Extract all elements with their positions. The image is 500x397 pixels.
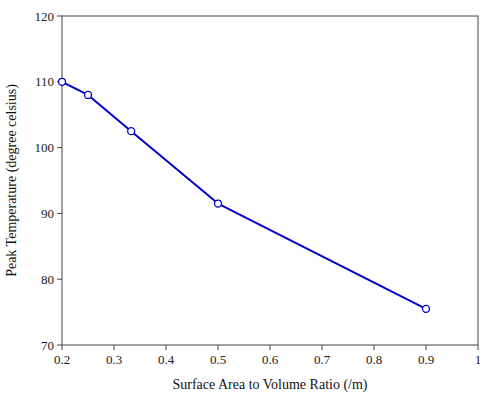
y-tick-label: 90 [41,206,54,221]
x-tick-label: 0.2 [54,352,70,367]
x-tick [426,345,427,350]
y-tick [57,345,62,346]
x-tick [218,345,219,350]
y-tick-label: 120 [35,9,55,24]
x-tick [114,345,115,350]
x-tick [478,345,479,350]
x-axis: 0.2 0.3 0.4 0.5 0.6 0.7 0.8 0.9 1 [54,345,481,367]
x-tick-label: 0.5 [210,352,226,367]
chart-container: 0.2 0.3 0.4 0.5 0.6 0.7 0.8 0.9 1 Surface Area to… [0,0,500,397]
line [62,82,426,309]
plot-frame [62,16,478,345]
y-tick [57,147,62,148]
x-tick [374,345,375,350]
point [215,200,222,207]
x-axis-label: Surface Area to Volume Ratio (/m) [172,377,367,393]
plot-area [59,78,430,312]
point [59,78,66,85]
y-tick [57,279,62,280]
x-tick-label: 0.6 [262,352,279,367]
y-tick-label: 70 [41,338,54,353]
y-axis: 70 80 90 100 110 120 [35,9,63,353]
x-tick-label: 0.3 [106,352,122,367]
x-tick [270,345,271,350]
x-tick-label: 0.4 [158,352,175,367]
x-tick [166,345,167,350]
y-tick [57,16,62,17]
y-tick-label: 80 [41,272,54,287]
y-tick-label: 110 [35,74,54,89]
chart: 0.2 0.3 0.4 0.5 0.6 0.7 0.8 0.9 1 Surface Area to… [0,0,500,397]
x-tick [322,345,323,350]
point [423,305,430,312]
x-tick-label: 0.8 [366,352,382,367]
point [85,91,92,98]
y-axis-label: Peak Temperature (degree celsius) [4,84,20,277]
x-tick [62,345,63,350]
point [128,128,135,135]
x-tick-label: 1 [475,352,482,367]
x-tick-label: 0.9 [418,352,434,367]
x-tick-label: 0.7 [314,352,331,367]
y-tick [57,213,62,214]
y-tick-label: 100 [35,140,55,155]
